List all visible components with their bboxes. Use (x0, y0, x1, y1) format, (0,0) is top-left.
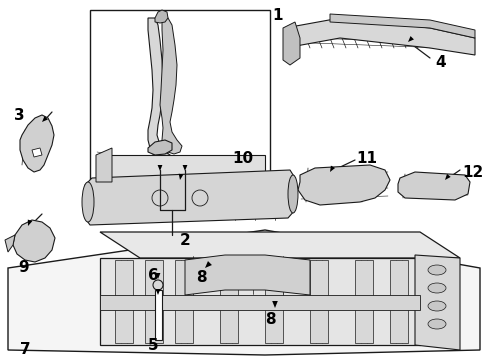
Text: 9: 9 (18, 261, 28, 275)
Polygon shape (179, 174, 183, 180)
Polygon shape (183, 165, 187, 171)
Polygon shape (330, 14, 475, 38)
Polygon shape (8, 230, 480, 355)
Polygon shape (100, 258, 420, 345)
Polygon shape (390, 260, 408, 343)
Text: 1: 1 (272, 8, 283, 23)
Polygon shape (445, 174, 451, 180)
Polygon shape (310, 260, 328, 343)
Polygon shape (96, 155, 265, 182)
Polygon shape (265, 260, 283, 343)
Polygon shape (28, 220, 32, 226)
Polygon shape (415, 255, 460, 350)
Ellipse shape (428, 301, 446, 311)
Polygon shape (283, 22, 300, 65)
Text: 3: 3 (14, 108, 24, 122)
Polygon shape (298, 165, 390, 205)
Ellipse shape (428, 319, 446, 329)
Ellipse shape (288, 175, 298, 213)
Text: 6: 6 (148, 267, 159, 283)
Polygon shape (155, 10, 168, 23)
Polygon shape (408, 36, 414, 42)
Ellipse shape (82, 182, 94, 222)
Polygon shape (398, 172, 470, 200)
Polygon shape (220, 260, 238, 343)
Text: 8: 8 (196, 270, 207, 285)
Polygon shape (148, 140, 172, 155)
Polygon shape (285, 18, 475, 55)
Polygon shape (175, 260, 193, 343)
Text: 5: 5 (148, 338, 159, 352)
Polygon shape (158, 165, 162, 171)
Polygon shape (185, 255, 310, 295)
Polygon shape (20, 115, 54, 172)
Polygon shape (115, 260, 133, 343)
Text: 12: 12 (462, 165, 483, 180)
Ellipse shape (428, 283, 446, 293)
Polygon shape (100, 232, 460, 258)
Polygon shape (85, 170, 295, 225)
Ellipse shape (428, 265, 446, 275)
Polygon shape (154, 18, 182, 162)
Text: 10: 10 (232, 150, 253, 166)
Polygon shape (100, 295, 420, 310)
Polygon shape (145, 260, 163, 343)
Polygon shape (156, 289, 160, 295)
Text: 8: 8 (265, 312, 275, 328)
Polygon shape (330, 166, 335, 172)
Text: 11: 11 (356, 150, 377, 166)
Text: 4: 4 (435, 54, 445, 69)
Polygon shape (156, 273, 160, 279)
Text: 7: 7 (20, 342, 30, 357)
Polygon shape (272, 301, 278, 308)
Polygon shape (42, 116, 48, 122)
Polygon shape (13, 220, 55, 262)
Polygon shape (205, 261, 212, 268)
Polygon shape (155, 290, 162, 340)
Polygon shape (148, 18, 170, 162)
Polygon shape (32, 148, 42, 157)
Polygon shape (5, 235, 15, 252)
Polygon shape (96, 148, 112, 182)
Text: 2: 2 (180, 233, 191, 248)
Polygon shape (355, 260, 373, 343)
